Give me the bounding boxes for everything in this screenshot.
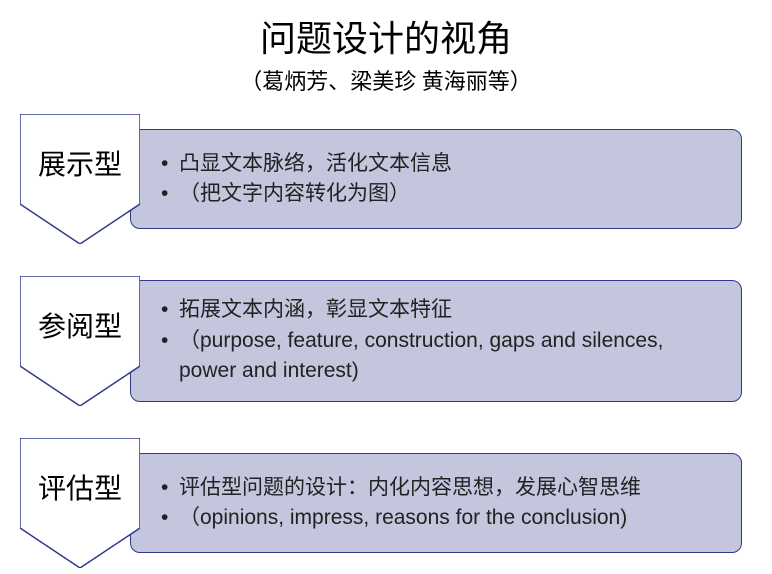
row-evaluate: 评估型 评估型问题的设计：内化内容思想，发展心智思维 （opinions, im… [20,438,772,568]
chevron-display: 展示型 [20,114,140,244]
content-box-display: 凸显文本脉络，活化文本信息 （把文字内容转化为图） [130,129,742,229]
content-box-reference: 拓展文本内涵，彰显文本特征 （purpose, feature, constru… [130,280,742,401]
bullet-item: （purpose, feature, construction, gaps an… [161,326,723,387]
content-box-evaluate: 评估型问题的设计：内化内容思想，发展心智思维 （opinions, impres… [130,453,742,553]
row-reference: 参阅型 拓展文本内涵，彰显文本特征 （purpose, feature, con… [20,276,772,406]
chevron-reference: 参阅型 [20,276,140,406]
bullet-item: 拓展文本内涵，彰显文本特征 [161,295,723,325]
bullet-item: （把文字内容转化为图） [161,179,723,209]
page-title: 问题设计的视角 [0,10,772,62]
chevron-label-evaluate: 评估型 [38,467,122,507]
rows-container: 展示型 凸显文本脉络，活化文本信息 （把文字内容转化为图） 参阅型 拓展文本内涵… [0,114,772,568]
bullet-item: （opinions, impress, reasons for the conc… [161,503,723,533]
chevron-label-display: 展示型 [38,143,122,183]
chevron-evaluate: 评估型 [20,438,140,568]
chevron-label-reference: 参阅型 [38,305,122,345]
bullet-item: 评估型问题的设计：内化内容思想，发展心智思维 [161,473,723,503]
row-display: 展示型 凸显文本脉络，活化文本信息 （把文字内容转化为图） [20,114,772,244]
bullet-item: 凸显文本脉络，活化文本信息 [161,149,723,179]
header: 问题设计的视角 （葛炳芳、梁美珍 黄海丽等） [0,0,772,96]
page-subtitle: （葛炳芳、梁美珍 黄海丽等） [0,64,772,96]
